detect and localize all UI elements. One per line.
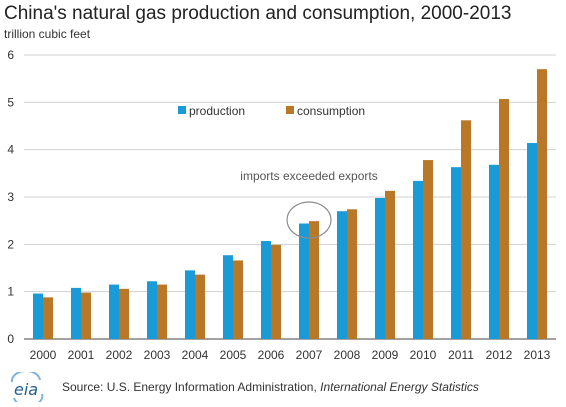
bar-consumption-2005 xyxy=(233,260,243,339)
eia-logo: eia xyxy=(8,369,46,407)
legend-label-production: production xyxy=(189,104,245,118)
bar-production-2011 xyxy=(451,167,461,339)
bar-production-2003 xyxy=(147,281,157,339)
y-tick-label: 1 xyxy=(7,285,14,299)
bar-consumption-2001 xyxy=(81,292,91,339)
x-tick-label: 2011 xyxy=(448,348,474,362)
legend-swatch-production xyxy=(178,106,186,114)
bar-consumption-2010 xyxy=(423,160,433,339)
source-prefix: Source: U.S. Energy Information Administ… xyxy=(62,380,317,394)
y-tick-label: 0 xyxy=(7,332,14,346)
y-tick-label: 5 xyxy=(7,95,14,109)
bar-production-2007 xyxy=(299,223,309,339)
bar-production-2000 xyxy=(33,293,43,339)
bar-consumption-2012 xyxy=(499,99,509,340)
y-axis-unit-label: trillion cubic feet xyxy=(4,27,91,41)
legend: production consumption xyxy=(178,104,365,118)
bar-consumption-2011 xyxy=(461,120,471,339)
bar-production-2009 xyxy=(375,197,385,339)
annotation: imports exceeded exports xyxy=(240,169,378,239)
x-tick-label: 2006 xyxy=(258,348,285,362)
bar-consumption-2000 xyxy=(43,297,53,339)
x-tick-label: 2008 xyxy=(334,348,361,362)
x-tick-label: 2007 xyxy=(296,348,323,362)
bar-production-2005 xyxy=(223,255,233,339)
x-tick-label: 2012 xyxy=(486,348,513,362)
bar-production-2001 xyxy=(71,287,81,339)
x-tick-label: 2010 xyxy=(410,348,437,362)
bar-production-2008 xyxy=(337,211,347,339)
bar-production-2006 xyxy=(261,241,271,339)
source-publication: International Energy Statistics xyxy=(320,380,479,394)
bars xyxy=(33,69,547,340)
x-tick-label: 2002 xyxy=(106,348,133,362)
source-text: Source: U.S. Energy Information Administ… xyxy=(62,380,479,394)
bar-production-2012 xyxy=(489,164,499,339)
bar-consumption-2013 xyxy=(537,69,547,339)
x-tick-label: 2003 xyxy=(144,348,171,362)
bar-consumption-2009 xyxy=(385,190,395,339)
bar-production-2002 xyxy=(109,284,119,339)
gridlines xyxy=(24,54,556,340)
y-tick-label: 3 xyxy=(7,190,14,204)
y-tick-label: 6 xyxy=(7,48,14,62)
bar-production-2004 xyxy=(185,270,195,339)
bar-consumption-2004 xyxy=(195,274,205,339)
bar-consumption-2008 xyxy=(347,209,357,339)
x-tick-label: 2001 xyxy=(68,348,95,362)
x-tick-label: 2000 xyxy=(30,348,57,362)
y-tick-label: 2 xyxy=(7,237,14,251)
bar-production-2013 xyxy=(527,143,537,339)
bar-consumption-2003 xyxy=(157,284,167,339)
x-tick-label: 2013 xyxy=(524,348,551,362)
x-tick-label: 2004 xyxy=(182,348,209,362)
bar-consumption-2002 xyxy=(119,288,129,339)
bar-production-2010 xyxy=(413,180,423,339)
chart-title: China's natural gas production and consu… xyxy=(4,3,512,24)
bar-consumption-2007 xyxy=(309,221,319,339)
legend-label-consumption: consumption xyxy=(297,104,365,118)
x-tick-labels: 2000 2001 2002 2003 2004 2005 2006 2007 2008 2009… xyxy=(30,348,551,362)
y-tick-label: 4 xyxy=(7,143,14,157)
bar-consumption-2006 xyxy=(271,244,281,339)
legend-swatch-consumption xyxy=(286,106,294,114)
y-tick-labels: 0 1 2 3 4 5 6 xyxy=(7,48,14,346)
x-tick-label: 2005 xyxy=(220,348,247,362)
annotation-circle xyxy=(286,201,332,239)
annotation-text: imports exceeded exports xyxy=(240,169,377,183)
x-tick-label: 2009 xyxy=(372,348,399,362)
source-footer: eia Source: U.S. Energy Information Admi… xyxy=(8,369,479,407)
